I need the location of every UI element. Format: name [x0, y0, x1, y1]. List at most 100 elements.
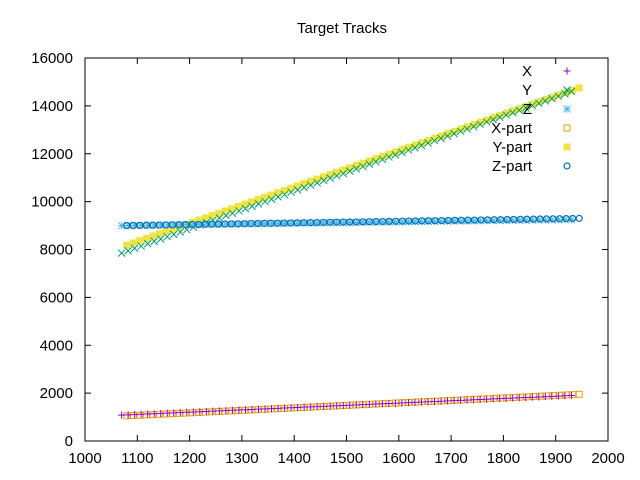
data-point [241, 200, 249, 208]
data-point [489, 216, 498, 225]
data-point [437, 134, 445, 143]
data-point [241, 220, 250, 228]
data-point [456, 127, 465, 136]
data-point [118, 411, 126, 419]
data-point [528, 216, 537, 224]
data-point [162, 410, 170, 418]
data-point [541, 216, 550, 224]
data-point [476, 396, 484, 404]
data-point [123, 241, 131, 249]
data-point [417, 141, 426, 150]
data-point [306, 177, 314, 185]
data-point [483, 395, 491, 403]
data-point [515, 106, 524, 115]
data-point [248, 202, 256, 211]
data-point [352, 164, 361, 173]
data-point [188, 218, 196, 226]
data-point [509, 394, 517, 402]
data-point [424, 217, 432, 226]
data-point [482, 118, 491, 126]
y-tick-label: 14000 [31, 98, 73, 115]
data-point [575, 214, 583, 222]
data-point [320, 173, 328, 181]
y-tick-label: 2000 [40, 385, 73, 402]
data-point [221, 207, 229, 215]
data-point [417, 217, 426, 226]
data-point [490, 394, 498, 402]
data-point [280, 190, 289, 199]
data-point [497, 394, 505, 402]
data-point [313, 403, 321, 411]
data-point [437, 217, 445, 226]
data-point [156, 410, 164, 418]
x-tick-label: 1900 [539, 450, 572, 467]
data-point [489, 395, 497, 403]
data-point [241, 204, 250, 213]
data-point [241, 406, 249, 414]
data-point [503, 394, 511, 402]
data-point [365, 400, 373, 408]
data-point [215, 407, 223, 415]
data-point [169, 230, 178, 239]
data-point [503, 109, 511, 117]
data-point [228, 220, 237, 228]
data-point [534, 216, 543, 224]
data-point [404, 146, 413, 154]
data-point [554, 215, 563, 224]
data-point [307, 403, 315, 411]
data-point [130, 244, 139, 253]
legend-marker [563, 124, 571, 132]
data-point [359, 401, 367, 409]
data-point [209, 220, 217, 229]
data-point [255, 405, 262, 413]
data-point [124, 411, 132, 419]
data-point [417, 398, 425, 406]
data-point [443, 132, 452, 140]
data-point [156, 230, 164, 238]
data-point [515, 394, 523, 402]
data-point [496, 395, 504, 403]
data-point [489, 115, 498, 124]
data-point [117, 249, 126, 257]
legend-label: Z-part [492, 158, 533, 175]
data-point [365, 218, 374, 227]
data-point [183, 408, 191, 416]
data-point [567, 392, 575, 400]
data-point [562, 391, 570, 399]
data-point [176, 220, 185, 229]
data-point [567, 215, 576, 224]
data-point [234, 407, 242, 415]
legend: XYZ X-part Y-part Z-part [491, 63, 571, 175]
data-point [450, 397, 458, 405]
data-point [371, 157, 380, 166]
data-point [372, 155, 380, 163]
data-point [463, 125, 471, 133]
data-point [170, 409, 178, 417]
data-point [385, 153, 393, 161]
x-tick-label: 1500 [330, 450, 363, 467]
data-point [358, 218, 367, 227]
data-point [287, 404, 295, 412]
data-point [371, 218, 380, 227]
data-point [129, 412, 137, 420]
data-point [274, 219, 282, 228]
data-point [261, 197, 269, 206]
data-point [274, 189, 282, 197]
data-point [169, 221, 178, 229]
data-point [456, 217, 465, 225]
legend-label: X [522, 63, 532, 80]
data-point [195, 220, 204, 229]
data-point [300, 180, 308, 188]
x-tick-label: 1000 [68, 450, 101, 467]
data-point [547, 215, 556, 224]
y-tick-label: 10000 [31, 194, 73, 211]
data-point [411, 217, 419, 226]
y-tick-label: 16000 [31, 50, 73, 67]
data-point [569, 391, 577, 399]
data-point [333, 402, 341, 410]
data-point [208, 408, 216, 416]
data-point [175, 223, 183, 231]
x-tick-label: 1600 [382, 450, 415, 467]
data-point [300, 183, 308, 192]
